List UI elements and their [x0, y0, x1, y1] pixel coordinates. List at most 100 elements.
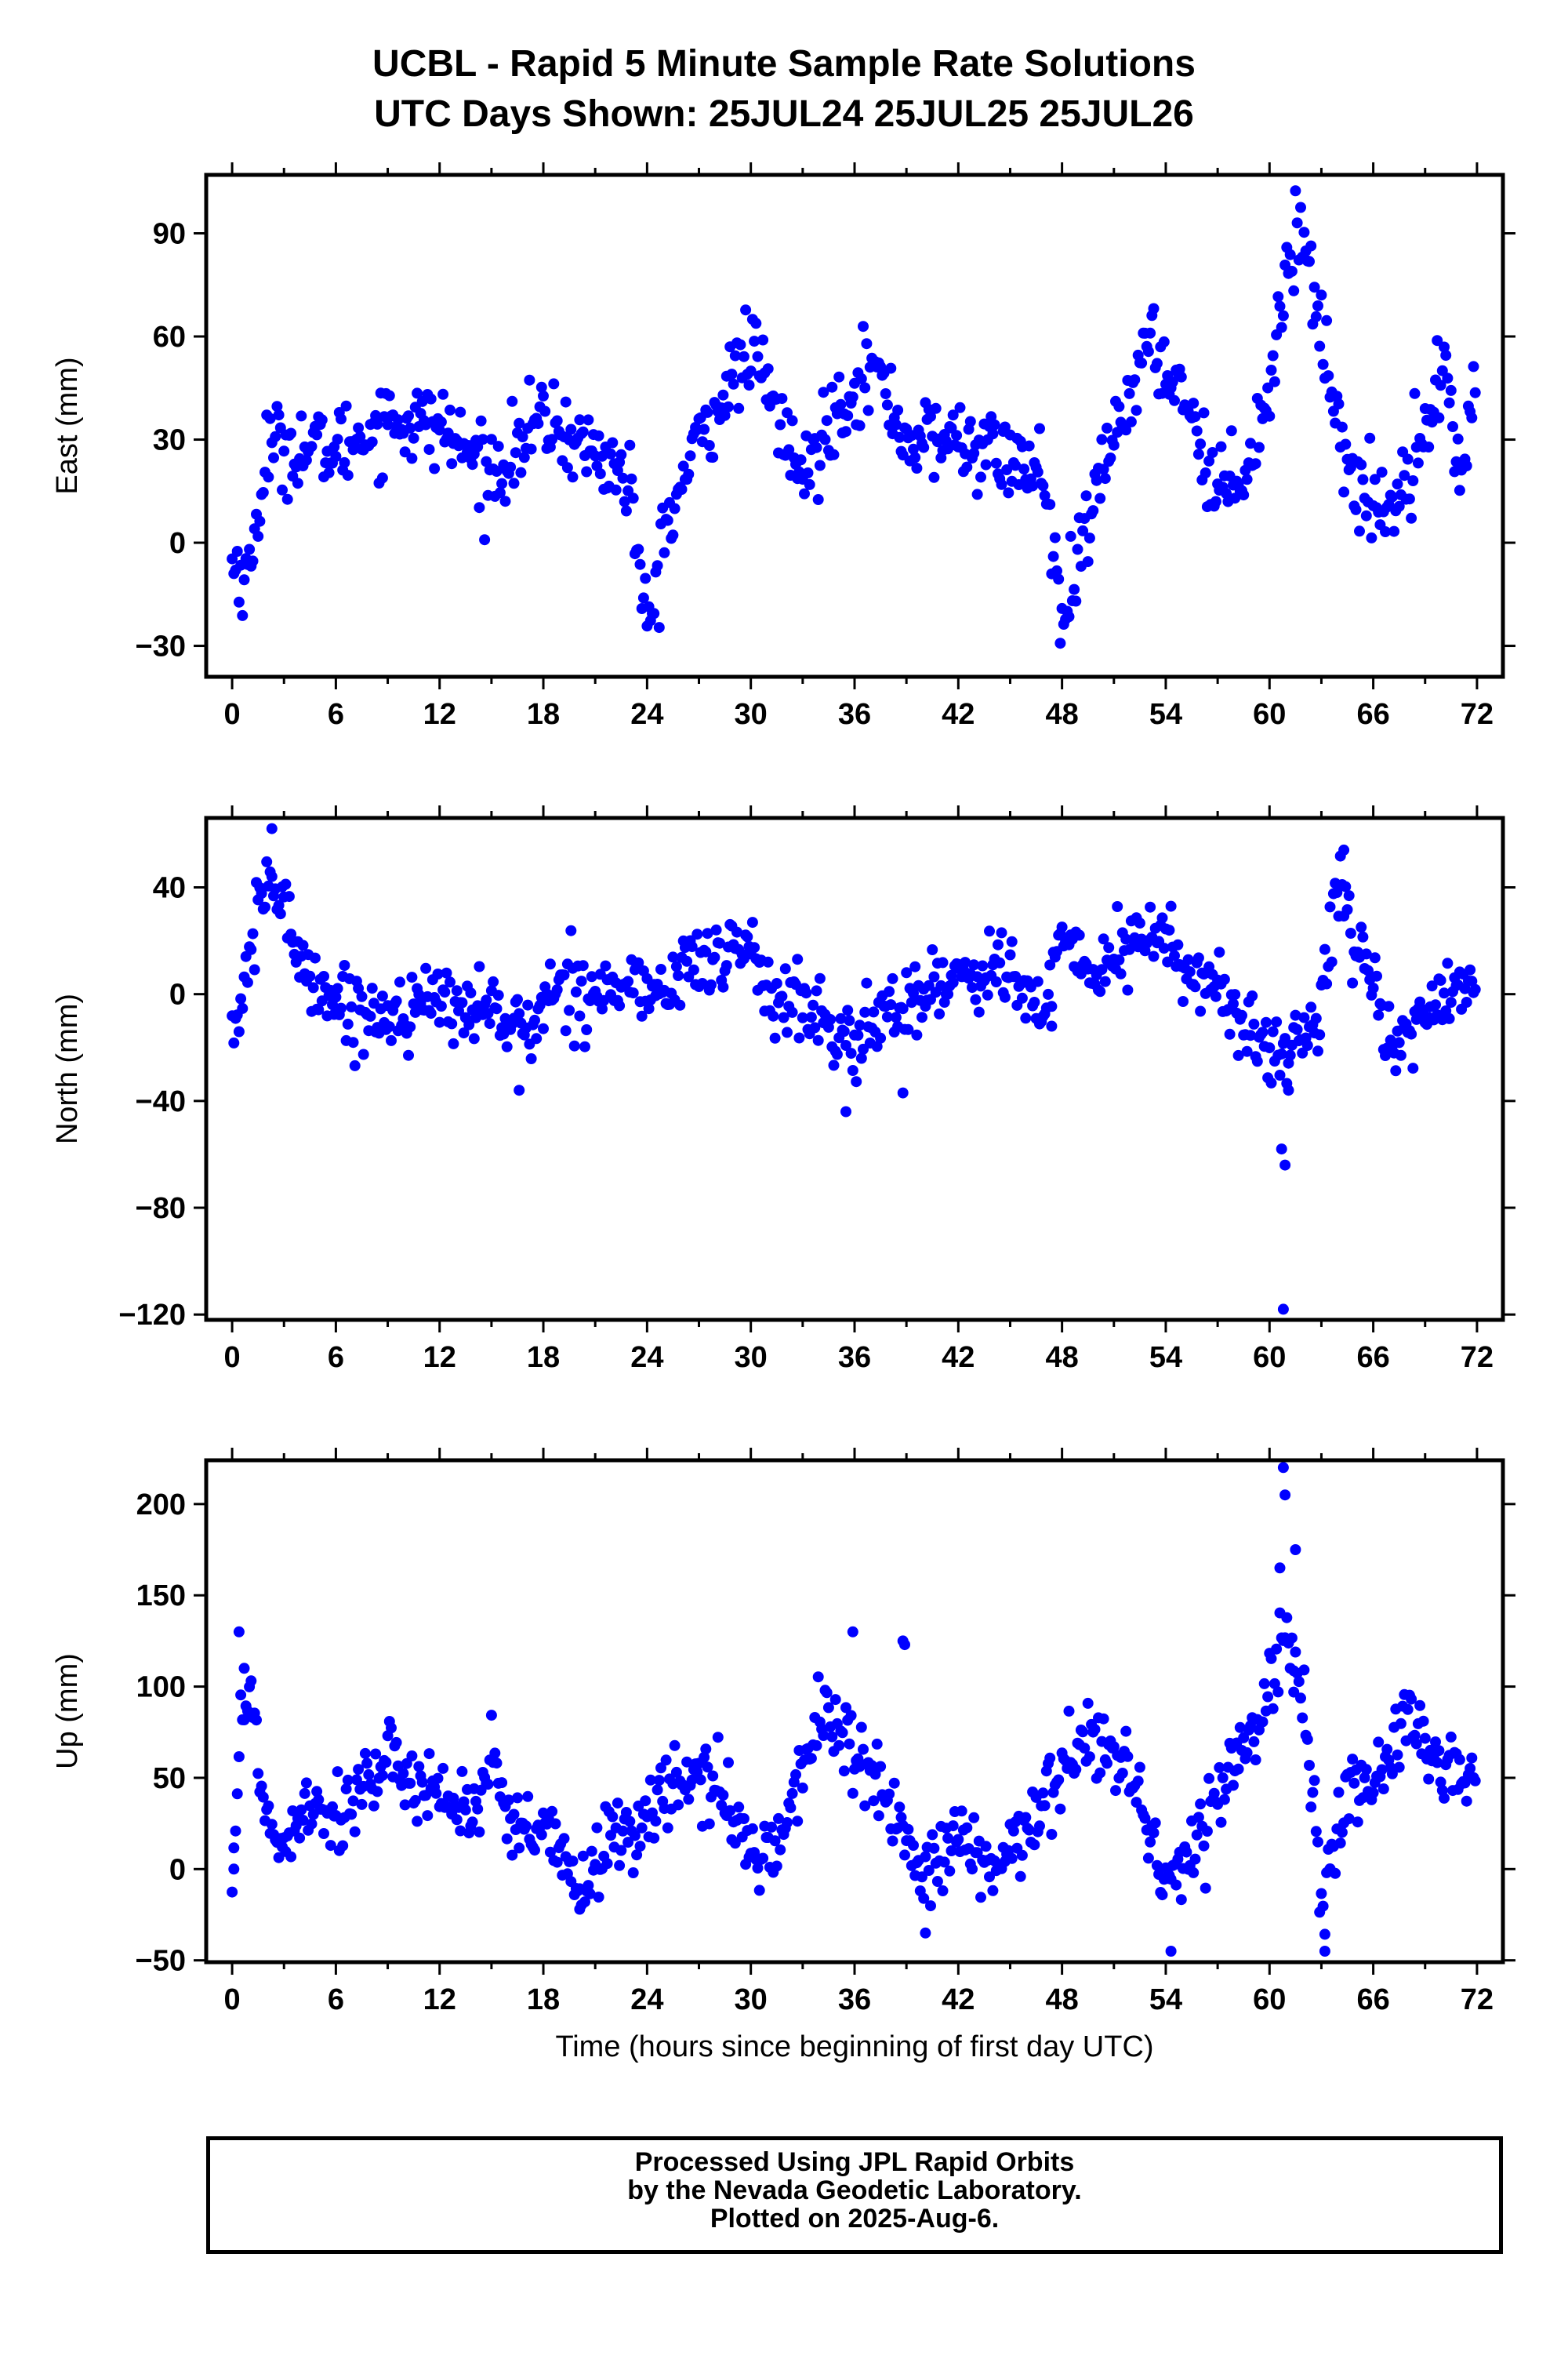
- data-point: [749, 942, 760, 954]
- data-point: [885, 999, 897, 1011]
- data-point: [577, 1850, 589, 1862]
- y-tick-label: −50: [136, 1945, 186, 1978]
- data-point: [1073, 929, 1085, 941]
- data-point: [399, 1799, 411, 1811]
- data-point: [1039, 489, 1051, 501]
- data-point: [1063, 611, 1075, 623]
- data-point: [961, 1822, 973, 1834]
- data-point: [631, 1849, 643, 1861]
- data-point: [1228, 998, 1239, 1009]
- data-point: [247, 928, 259, 940]
- data-point: [514, 1085, 525, 1096]
- data-point: [968, 447, 980, 459]
- data-point: [1386, 1768, 1398, 1779]
- data-point: [835, 1012, 847, 1024]
- data-point: [1192, 1812, 1204, 1823]
- data-point: [894, 1801, 906, 1813]
- data-point: [435, 1001, 447, 1012]
- data-point: [1373, 1736, 1385, 1748]
- data-point: [531, 1033, 543, 1045]
- data-point: [1053, 1774, 1065, 1786]
- data-point: [831, 1049, 843, 1060]
- data-point: [980, 459, 992, 471]
- data-point: [975, 471, 986, 483]
- data-point: [227, 1886, 238, 1898]
- data-point: [838, 1026, 850, 1038]
- data-point: [323, 467, 335, 478]
- data-point: [263, 471, 274, 483]
- data-point: [340, 400, 352, 412]
- data-point: [270, 431, 281, 442]
- data-point: [829, 1694, 841, 1706]
- data-point: [538, 1023, 549, 1034]
- data-point: [256, 888, 267, 900]
- data-point: [577, 426, 589, 438]
- data-point: [859, 382, 871, 394]
- data-point: [506, 395, 518, 407]
- data-point: [353, 422, 365, 434]
- data-point: [1094, 986, 1106, 998]
- data-point: [607, 1811, 619, 1823]
- data-point: [923, 980, 935, 991]
- data-point: [1236, 1009, 1247, 1021]
- data-point: [662, 1822, 673, 1834]
- data-point: [819, 434, 831, 445]
- data-point: [560, 1025, 572, 1037]
- data-point: [1215, 1816, 1227, 1828]
- data-point: [1094, 1767, 1106, 1779]
- data-point: [1096, 964, 1108, 976]
- data-point: [1297, 1712, 1308, 1724]
- data-point: [477, 434, 488, 445]
- data-point: [1445, 997, 1457, 1009]
- x-tick-label: 6: [328, 698, 344, 731]
- data-point: [1079, 1743, 1091, 1754]
- data-point: [518, 452, 530, 463]
- data-point: [390, 1736, 402, 1748]
- data-point: [238, 1663, 250, 1674]
- data-point: [429, 463, 441, 474]
- data-point: [546, 1805, 558, 1817]
- data-point: [1094, 493, 1106, 504]
- x-tick-label: 48: [1045, 1341, 1078, 1374]
- data-point: [1250, 1754, 1261, 1765]
- data-point: [311, 429, 323, 441]
- data-point: [318, 1828, 329, 1839]
- data-point: [1283, 1085, 1294, 1096]
- data-point: [561, 462, 573, 474]
- data-point: [1376, 1764, 1388, 1776]
- data-point: [356, 1798, 368, 1810]
- data-point: [1277, 1462, 1289, 1474]
- data-point: [1443, 1012, 1455, 1024]
- data-point: [724, 1805, 736, 1816]
- data-point: [1312, 1045, 1323, 1057]
- data-point: [1433, 412, 1445, 423]
- data-point: [1443, 397, 1455, 409]
- x-tick-label: 24: [630, 1341, 663, 1374]
- data-point: [359, 1747, 371, 1759]
- data-point: [1191, 425, 1203, 437]
- data-point: [409, 1794, 421, 1806]
- data-point: [699, 423, 710, 435]
- data-point: [1145, 1836, 1156, 1848]
- data-point: [579, 1041, 590, 1052]
- data-point: [1037, 1787, 1049, 1799]
- data-point: [752, 351, 764, 362]
- data-point: [1110, 1785, 1121, 1797]
- data-point: [593, 1892, 604, 1903]
- data-point: [297, 940, 309, 951]
- data-point: [640, 572, 652, 584]
- data-point: [782, 1027, 793, 1038]
- data-point: [1006, 936, 1018, 947]
- data-point: [683, 468, 695, 480]
- data-point: [1359, 1772, 1370, 1783]
- data-point: [717, 981, 729, 993]
- data-point: [299, 1787, 310, 1799]
- data-point: [1304, 1760, 1315, 1771]
- data-point: [833, 371, 845, 383]
- data-point: [1321, 314, 1333, 326]
- data-point: [1399, 470, 1410, 482]
- data-point: [1392, 1749, 1403, 1761]
- data-point: [551, 984, 563, 995]
- data-point: [283, 891, 295, 903]
- data-point: [1466, 412, 1478, 423]
